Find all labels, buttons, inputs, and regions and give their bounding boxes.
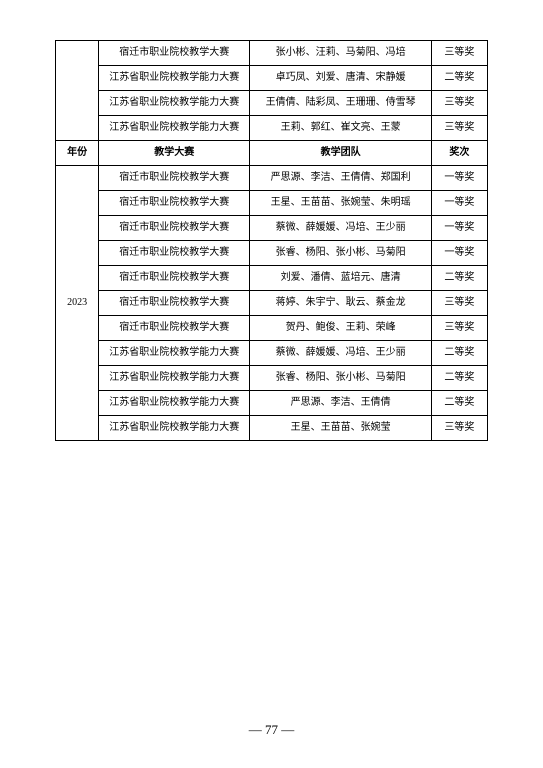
contest-cell: 宿迁市职业院校教学大赛 [99, 316, 250, 341]
team-cell: 蔡微、薛媛媛、冯培、王少丽 [250, 341, 431, 366]
contest-cell: 江苏省职业院校教学能力大赛 [99, 66, 250, 91]
table-row: 宿迁市职业院校教学大赛蒋婷、朱宇宁、耿云、蔡金龙三等奖 [56, 291, 488, 316]
team-cell: 刘爱、潘倩、蓝培元、唐清 [250, 266, 431, 291]
team-cell: 张睿、杨阳、张小彬、马菊阳 [250, 241, 431, 266]
table-row: 江苏省职业院校教学能力大赛卓巧凤、刘爱、唐清、宋静媛二等奖 [56, 66, 488, 91]
contest-cell: 江苏省职业院校教学能力大赛 [99, 391, 250, 416]
table-row: 宿迁市职业院校教学大赛王星、王苗苗、张婉莹、朱明瑶一等奖 [56, 191, 488, 216]
header-team: 教学团队 [250, 141, 431, 166]
award-cell: 二等奖 [431, 266, 487, 291]
year-cell: 2023 [56, 166, 99, 441]
team-cell: 严思源、李洁、王倩倩、郑国利 [250, 166, 431, 191]
header-contest: 教学大赛 [99, 141, 250, 166]
table-row: 江苏省职业院校教学能力大赛张睿、杨阳、张小彬、马菊阳二等奖 [56, 366, 488, 391]
table-row: 宿迁市职业院校教学大赛蔡微、薛媛媛、冯培、王少丽一等奖 [56, 216, 488, 241]
contest-cell: 宿迁市职业院校教学大赛 [99, 41, 250, 66]
header-year: 年份 [56, 141, 99, 166]
contest-cell: 宿迁市职业院校教学大赛 [99, 266, 250, 291]
team-cell: 严思源、李洁、王倩倩 [250, 391, 431, 416]
team-cell: 张小彬、汪莉、马菊阳、冯培 [250, 41, 431, 66]
page-number: — 77 — [0, 722, 543, 738]
table-header-row: 年份教学大赛教学团队奖次 [56, 141, 488, 166]
team-cell: 卓巧凤、刘爱、唐清、宋静媛 [250, 66, 431, 91]
award-cell: 三等奖 [431, 291, 487, 316]
award-cell: 二等奖 [431, 366, 487, 391]
contest-cell: 宿迁市职业院校教学大赛 [99, 216, 250, 241]
award-cell: 一等奖 [431, 166, 487, 191]
award-cell: 三等奖 [431, 416, 487, 441]
award-cell: 一等奖 [431, 241, 487, 266]
contest-cell: 宿迁市职业院校教学大赛 [99, 191, 250, 216]
contest-cell: 江苏省职业院校教学能力大赛 [99, 341, 250, 366]
year-cell-empty [56, 41, 99, 141]
table-row: 江苏省职业院校教学能力大赛王莉、郭红、崔文亮、王蒙三等奖 [56, 116, 488, 141]
team-cell: 蔡微、薛媛媛、冯培、王少丽 [250, 216, 431, 241]
award-cell: 一等奖 [431, 216, 487, 241]
award-cell: 三等奖 [431, 116, 487, 141]
table-row: 宿迁市职业院校教学大赛贺丹、鲍俊、王莉、荣峰三等奖 [56, 316, 488, 341]
contest-cell: 江苏省职业院校教学能力大赛 [99, 91, 250, 116]
award-cell: 三等奖 [431, 316, 487, 341]
contest-cell: 江苏省职业院校教学能力大赛 [99, 416, 250, 441]
team-cell: 王莉、郭红、崔文亮、王蒙 [250, 116, 431, 141]
team-cell: 王星、王苗苗、张婉莹、朱明瑶 [250, 191, 431, 216]
contest-cell: 宿迁市职业院校教学大赛 [99, 291, 250, 316]
table-row: 2023宿迁市职业院校教学大赛严思源、李洁、王倩倩、郑国利一等奖 [56, 166, 488, 191]
contest-cell: 宿迁市职业院校教学大赛 [99, 166, 250, 191]
table-row: 宿迁市职业院校教学大赛张睿、杨阳、张小彬、马菊阳一等奖 [56, 241, 488, 266]
award-table: 宿迁市职业院校教学大赛张小彬、汪莉、马菊阳、冯培三等奖江苏省职业院校教学能力大赛… [55, 40, 488, 441]
table-row: 宿迁市职业院校教学大赛刘爱、潘倩、蓝培元、唐清二等奖 [56, 266, 488, 291]
table-row: 江苏省职业院校教学能力大赛严思源、李洁、王倩倩二等奖 [56, 391, 488, 416]
award-cell: 三等奖 [431, 91, 487, 116]
team-cell: 王星、王苗苗、张婉莹 [250, 416, 431, 441]
team-cell: 贺丹、鲍俊、王莉、荣峰 [250, 316, 431, 341]
team-cell: 王倩倩、陆彩凤、王珊珊、侍雪琴 [250, 91, 431, 116]
table-row: 宿迁市职业院校教学大赛张小彬、汪莉、马菊阳、冯培三等奖 [56, 41, 488, 66]
contest-cell: 江苏省职业院校教学能力大赛 [99, 116, 250, 141]
award-cell: 一等奖 [431, 191, 487, 216]
team-cell: 张睿、杨阳、张小彬、马菊阳 [250, 366, 431, 391]
award-cell: 二等奖 [431, 391, 487, 416]
table-row: 江苏省职业院校教学能力大赛王星、王苗苗、张婉莹三等奖 [56, 416, 488, 441]
contest-cell: 江苏省职业院校教学能力大赛 [99, 366, 250, 391]
team-cell: 蒋婷、朱宇宁、耿云、蔡金龙 [250, 291, 431, 316]
award-cell: 二等奖 [431, 66, 487, 91]
award-cell: 三等奖 [431, 41, 487, 66]
header-award: 奖次 [431, 141, 487, 166]
contest-cell: 宿迁市职业院校教学大赛 [99, 241, 250, 266]
award-cell: 二等奖 [431, 341, 487, 366]
table-row: 江苏省职业院校教学能力大赛蔡微、薛媛媛、冯培、王少丽二等奖 [56, 341, 488, 366]
table-row: 江苏省职业院校教学能力大赛王倩倩、陆彩凤、王珊珊、侍雪琴三等奖 [56, 91, 488, 116]
